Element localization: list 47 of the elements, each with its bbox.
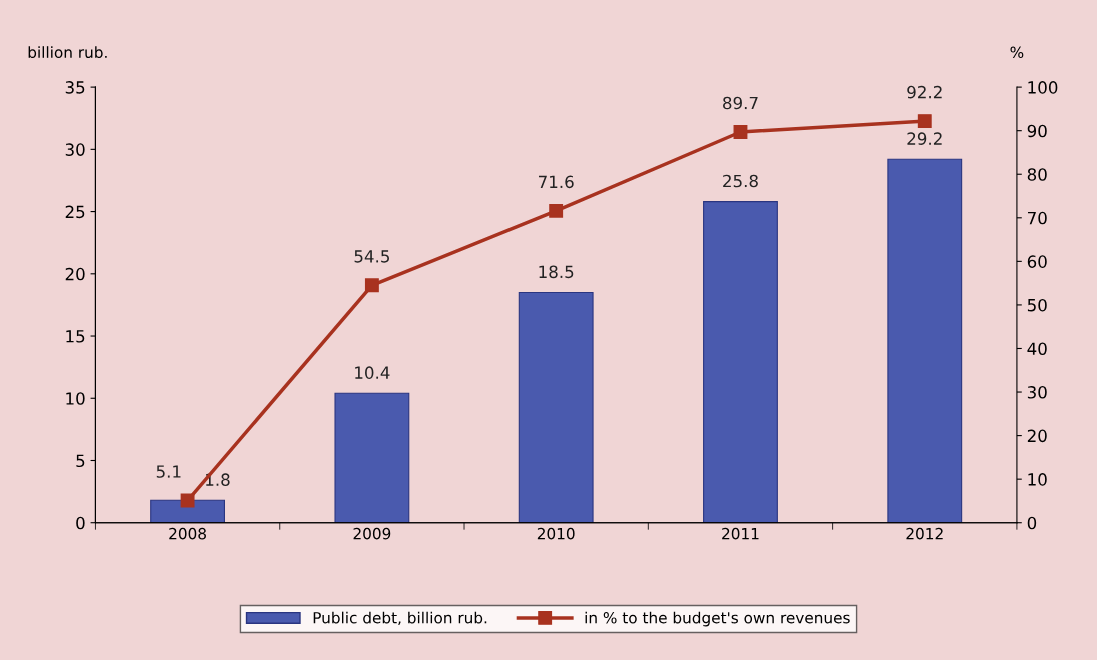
y-axis-title: billion rub. (28, 46, 107, 59)
y2-tick-label: 10 (1028, 473, 1047, 486)
y2-axis-title: % (1010, 46, 1024, 59)
data-label: 25.8 (723, 174, 758, 188)
bar (334, 392, 410, 523)
y-tick-label: 35 (65, 81, 85, 94)
y-tick-label: 25 (65, 205, 85, 219)
data-label: 71.6 (538, 175, 574, 189)
y-tick-label: 20 (65, 267, 85, 281)
data-label: 89.7 (723, 96, 758, 110)
y-tick-label: 30 (65, 143, 85, 156)
y-tick-label: 15 (66, 330, 85, 343)
x-tick-label: 2011 (722, 527, 759, 540)
legend-label: in % to the budget's own revenues (585, 611, 850, 627)
x-tick-label: 2010 (537, 527, 575, 540)
data-label: 54.5 (354, 250, 389, 263)
y2-tick-label: 70 (1028, 211, 1047, 225)
bar (703, 201, 778, 523)
y2-tick-label: 100 (1028, 81, 1058, 94)
point (549, 203, 564, 218)
data-label: 18.5 (539, 265, 574, 279)
data-label: 92.2 (907, 85, 942, 99)
x-tick-label: 2012 (906, 527, 943, 540)
y-tick-label: 10 (66, 392, 85, 405)
data-label: 5.1 (156, 465, 181, 478)
bar (518, 291, 594, 523)
y2-tick-label: 40 (1027, 342, 1047, 356)
y2-tick-label: 20 (1027, 429, 1047, 443)
y2-tick-label: 90 (1027, 124, 1047, 138)
x-tick-label: 2009 (353, 527, 391, 540)
y2-tick-label: 30 (1027, 386, 1047, 399)
point (733, 125, 748, 139)
data-label: 10.4 (355, 366, 390, 379)
y2-tick-label: 50 (1027, 298, 1047, 312)
legend-label: Public debt, billion rub. (313, 611, 487, 626)
point (364, 278, 379, 293)
x-tick-label: 2008 (169, 527, 206, 540)
y-tick-label: 0 (76, 516, 85, 530)
point (917, 114, 932, 129)
y2-tick-label: 80 (1027, 168, 1047, 181)
y2-tick-label: 0 (1027, 516, 1037, 530)
bar (150, 499, 226, 523)
data-label: 29.2 (907, 132, 942, 145)
bar (887, 158, 963, 523)
y2-tick-label: 60 (1027, 255, 1047, 268)
point (180, 493, 195, 508)
y-tick-label: 5 (76, 454, 85, 468)
